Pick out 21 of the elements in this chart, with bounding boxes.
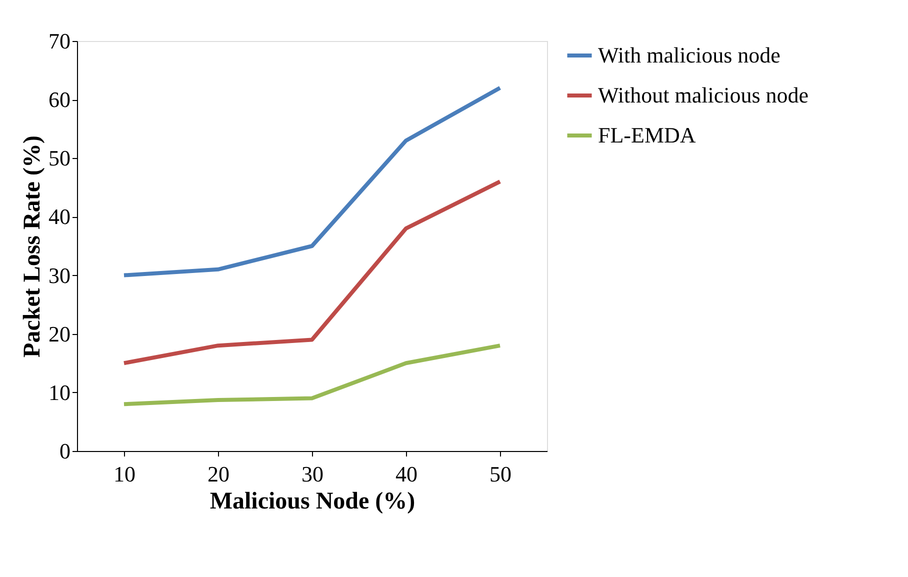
y-tick-label: 40 xyxy=(48,204,70,230)
y-tick-label: 10 xyxy=(48,380,70,405)
x-tick-label: 20 xyxy=(208,462,230,486)
y-tick-label: 20 xyxy=(48,321,70,346)
y-tick-label: 30 xyxy=(48,262,70,288)
y-tick-label: 60 xyxy=(48,87,70,112)
y-axis-title: Packet Loss Rate (%) xyxy=(20,136,46,358)
y-tick-label: 0 xyxy=(60,438,70,464)
x-tick-label: 40 xyxy=(396,462,418,486)
y-tick-label: 50 xyxy=(48,146,70,171)
x-tick-label: 10 xyxy=(114,462,136,486)
line-series xyxy=(122,344,502,406)
line-series xyxy=(122,86,502,278)
legend-label: FL-EMDA xyxy=(598,122,696,148)
y-tick-label: 70 xyxy=(48,28,70,54)
x-tick-label: 30 xyxy=(302,462,324,486)
legend-label: Without malicious node xyxy=(598,82,809,108)
x-axis-title: Malicious Node (%) xyxy=(210,488,416,514)
legend-label: With malicious node xyxy=(598,42,780,68)
line-series xyxy=(122,180,502,366)
x-tick-label: 50 xyxy=(490,462,512,486)
